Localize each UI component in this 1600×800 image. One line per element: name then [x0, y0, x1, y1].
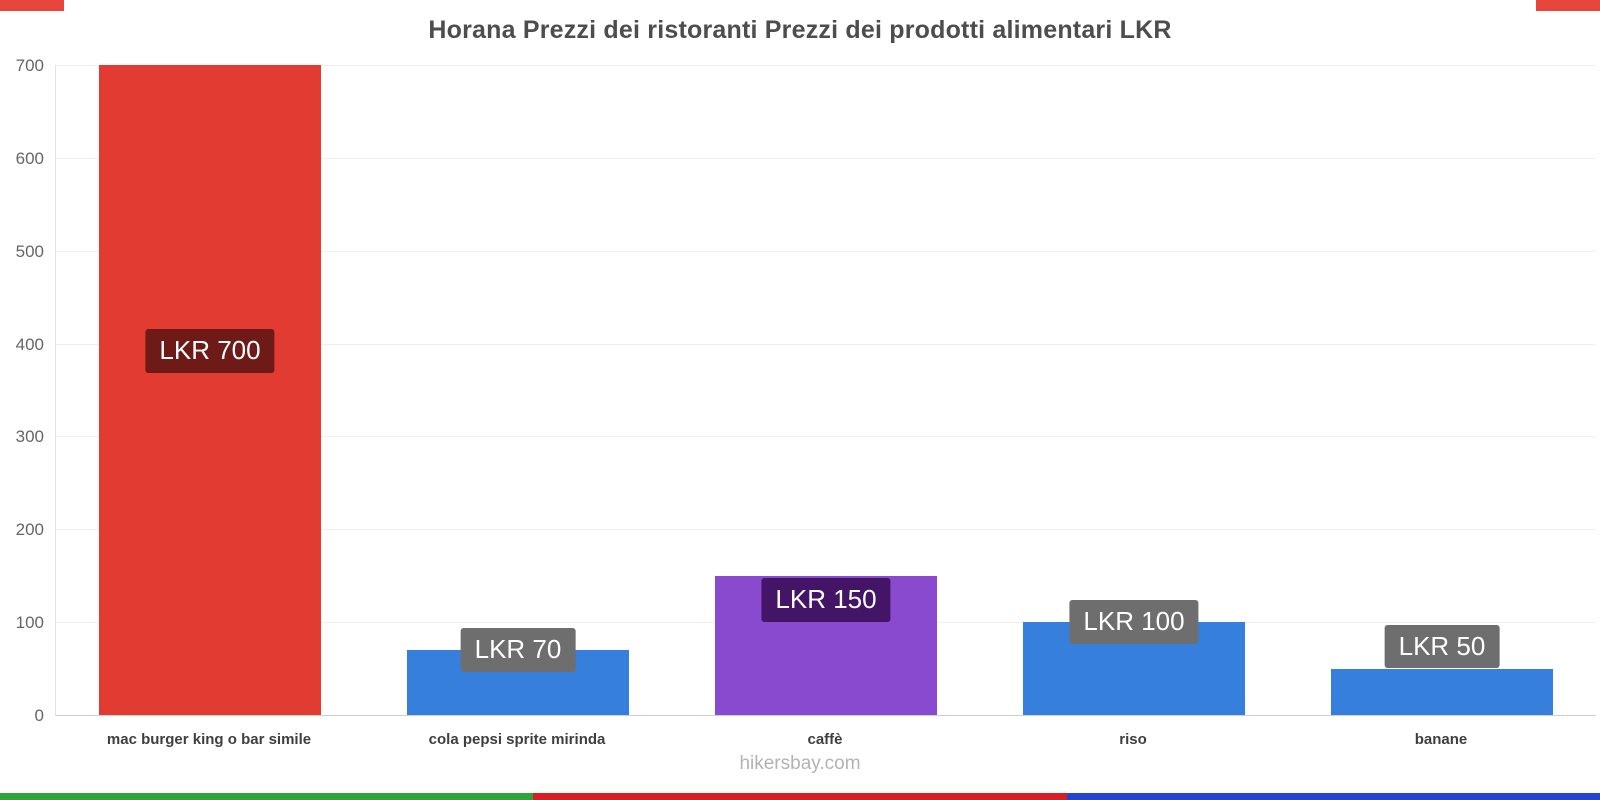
y-tick-label: 600	[15, 148, 44, 168]
chart-title: Horana Prezzi dei ristoranti Prezzi dei …	[428, 16, 1172, 44]
gridline	[56, 529, 1596, 531]
bottom-stripe-segment	[533, 793, 1067, 800]
x-tick-label: banane	[1414, 731, 1468, 748]
y-tick-label: 100	[15, 613, 44, 633]
bar-value-label: LKR 150	[761, 577, 891, 622]
bottom-stripe-segment	[0, 793, 534, 800]
bottom-stripe-segment	[1066, 793, 1600, 800]
x-tick-label: caffè	[807, 731, 843, 748]
bar-1	[99, 65, 321, 715]
gridline	[56, 250, 1596, 252]
y-tick-label: 400	[15, 334, 44, 354]
x-tick-label: cola pepsi sprite mirinda	[428, 731, 606, 748]
plot-area: LKR 700 LKR 70 LKR 150 LKR 100 LKR 50	[55, 65, 1596, 716]
top-left-accent-bar	[0, 0, 64, 11]
x-tick-label: riso	[1119, 731, 1147, 748]
bottom-flag-stripe	[0, 793, 1600, 800]
y-tick-label: 500	[15, 241, 44, 261]
y-tick-label: 300	[15, 427, 44, 447]
top-right-accent-bar	[1536, 0, 1600, 11]
bar-value-label: LKR 100	[1069, 600, 1199, 645]
bar-5	[1331, 668, 1553, 715]
bar-value-label: LKR 70	[460, 628, 576, 672]
gridline	[56, 157, 1596, 159]
gridline	[56, 343, 1596, 345]
bar-value-label: LKR 700	[145, 329, 275, 373]
footer-watermark: hikersbay.com	[739, 753, 861, 774]
y-tick-label: 0	[34, 706, 44, 725]
y-tick-label: 700	[15, 56, 44, 75]
y-tick-label: 200	[15, 520, 44, 540]
gridline	[56, 65, 1596, 66]
gridline	[56, 436, 1596, 438]
bar-value-label: LKR 50	[1384, 624, 1500, 669]
x-tick-label: mac burger king o bar simile	[106, 731, 312, 748]
